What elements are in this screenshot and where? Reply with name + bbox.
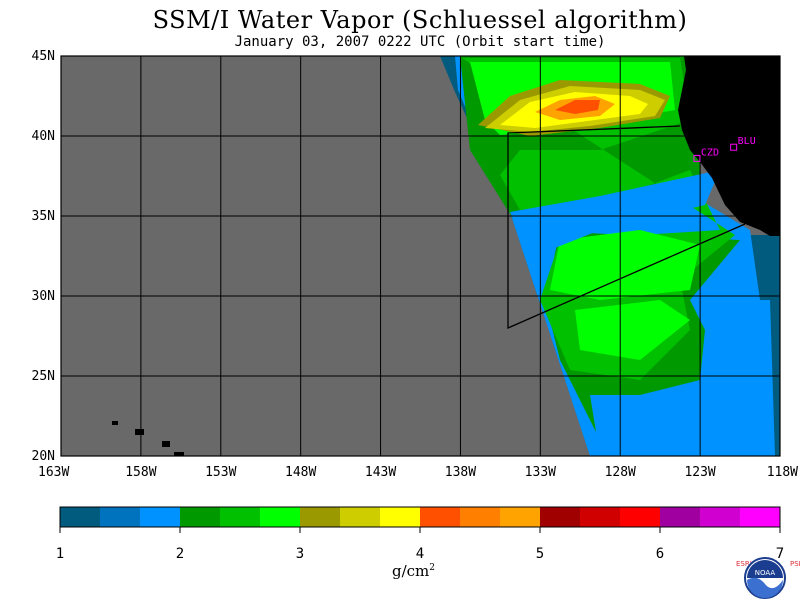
colorbar-tick-labels: 1 2 3 4 5 6 7 <box>56 527 784 562</box>
longitude-label: 123W <box>684 465 715 480</box>
colorbar-swatch <box>180 507 221 527</box>
longitude-label: 158W <box>125 465 156 480</box>
map-title: SSM/I Water Vapor (Schluessel algorithm) <box>152 6 688 34</box>
station-marker <box>730 143 738 151</box>
map-grid <box>61 56 780 456</box>
colorbar-swatch <box>300 507 341 527</box>
colorbar-swatch <box>140 507 181 527</box>
colorbar-units: g/cm2 <box>392 562 435 580</box>
map-plot-area: CZD BLU <box>61 56 780 456</box>
station-label: CZD <box>701 147 719 158</box>
colorbar-swatch <box>500 507 541 527</box>
latitude-label: 35N <box>32 209 55 224</box>
longitude-label: 163W <box>38 465 69 480</box>
vapor-band-bright-green-south2 <box>575 300 690 360</box>
colorbar <box>59 506 781 528</box>
island <box>135 429 144 435</box>
longitude-labels: 163W 158W 153W 148W 143W 138W 133W 128W 123W 118W <box>38 465 798 480</box>
colorbar-swatch <box>540 507 581 527</box>
latitude-label: 30N <box>32 289 55 304</box>
units-text: g/cm <box>392 562 430 580</box>
colorbar-tick-label: 1 <box>56 546 64 562</box>
longitude-label: 118W <box>767 465 798 480</box>
longitude-label: 143W <box>365 465 396 480</box>
vapor-blue-south <box>590 300 775 456</box>
station-marker <box>693 154 701 162</box>
station-markers: CZD BLU <box>693 136 756 162</box>
vapor-core-red-orange <box>555 100 600 114</box>
colorbar-swatch <box>580 507 621 527</box>
latitude-label: 40N <box>32 129 55 144</box>
colorbar-tick-label: 4 <box>416 546 424 562</box>
island <box>174 452 184 456</box>
longitude-label: 148W <box>285 465 316 480</box>
vapor-blue-mid <box>510 170 720 258</box>
latitude-label: 45N <box>32 49 55 64</box>
map-subtitle: January 03, 2007 0222 UTC (Orbit start t… <box>234 34 606 50</box>
land-mass <box>678 56 780 236</box>
latitude-labels: 45N 40N 35N 30N 25N 20N <box>32 49 55 464</box>
colorbar-tick-label: 3 <box>296 546 304 562</box>
colorbar-swatch <box>740 507 781 527</box>
colorbar-tick-label: 7 <box>776 546 784 562</box>
colorbar-swatch <box>340 507 381 527</box>
latitude-label: 20N <box>32 449 55 464</box>
noaa-logo-sky <box>747 560 783 578</box>
longitude-label: 128W <box>605 465 636 480</box>
colorbar-tick-label: 6 <box>656 546 664 562</box>
noaa-logo-text: NOAA <box>755 569 776 577</box>
colorbar-swatch <box>60 507 101 527</box>
noaa-logo-wave <box>747 577 783 598</box>
longitude-label: 138W <box>445 465 476 480</box>
colorbar-swatch <box>660 507 701 527</box>
colorbar-swatch <box>700 507 741 527</box>
colorbar-swatch <box>220 507 261 527</box>
map-frame <box>60 55 781 457</box>
latitude-label: 25N <box>32 369 55 384</box>
analysis-region-outline <box>507 125 746 329</box>
units-exponent: 2 <box>429 563 436 573</box>
colorbar-swatch <box>460 507 501 527</box>
station-label: BLU <box>738 136 756 147</box>
colorbar-tick-label: 5 <box>536 546 544 562</box>
vapor-band-bright-green-south <box>550 230 700 300</box>
island <box>162 441 170 447</box>
colorbar-swatch <box>260 507 301 527</box>
psd-letters: PSD <box>790 560 800 568</box>
island <box>112 421 118 425</box>
colorbar-swatch <box>420 507 461 527</box>
vapor-band-green <box>462 58 735 380</box>
colorbar-swatch <box>620 507 661 527</box>
longitude-label: 153W <box>205 465 236 480</box>
colorbar-swatch <box>380 507 421 527</box>
longitude-label: 133W <box>525 465 556 480</box>
noaa-logo: NOAA <box>744 557 786 599</box>
colorbar-tick-label: 2 <box>176 546 184 562</box>
colorbar-swatch <box>100 507 141 527</box>
